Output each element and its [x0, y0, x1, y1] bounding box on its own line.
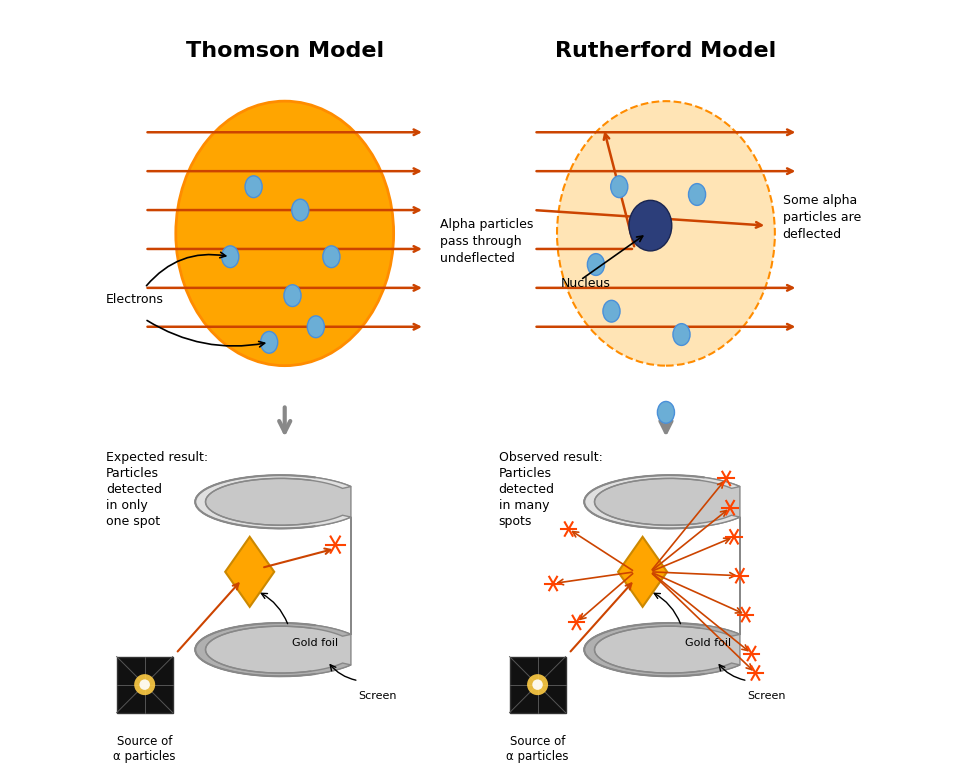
Ellipse shape	[557, 101, 775, 366]
Text: Expected result:
Particles
detected
in only
one spot: Expected result: Particles detected in o…	[106, 451, 207, 528]
Ellipse shape	[245, 176, 262, 198]
Ellipse shape	[689, 184, 705, 205]
Text: Screen: Screen	[748, 691, 786, 701]
Ellipse shape	[175, 101, 393, 366]
Ellipse shape	[673, 324, 690, 345]
Ellipse shape	[222, 246, 239, 268]
Polygon shape	[195, 623, 351, 676]
Polygon shape	[195, 475, 351, 676]
Text: Gold foil: Gold foil	[686, 638, 731, 648]
Polygon shape	[195, 475, 351, 528]
Text: Source of
α particles: Source of α particles	[113, 735, 176, 763]
Text: Electrons: Electrons	[106, 293, 164, 306]
Circle shape	[139, 679, 150, 690]
Ellipse shape	[292, 199, 309, 221]
Bar	[509, 657, 566, 713]
Text: Nucleus: Nucleus	[561, 278, 611, 290]
Text: Observed result:
Particles
detected
in many
spots: Observed result: Particles detected in m…	[499, 451, 603, 528]
Text: Thomson Model: Thomson Model	[186, 40, 384, 61]
Text: Screen: Screen	[358, 691, 397, 701]
Circle shape	[527, 674, 548, 696]
Ellipse shape	[657, 401, 675, 423]
Bar	[117, 657, 172, 713]
Ellipse shape	[629, 201, 672, 251]
Polygon shape	[225, 537, 275, 607]
Text: Some alpha
particles are
deflected: Some alpha particles are deflected	[783, 194, 861, 241]
Polygon shape	[584, 623, 740, 676]
Ellipse shape	[587, 254, 605, 275]
Ellipse shape	[284, 285, 301, 307]
Text: Source of
α particles: Source of α particles	[506, 735, 569, 763]
Ellipse shape	[322, 246, 340, 268]
Text: Alpha particles
pass through
undeflected: Alpha particles pass through undeflected	[440, 218, 534, 265]
Circle shape	[134, 674, 155, 696]
Polygon shape	[584, 475, 740, 528]
Circle shape	[533, 679, 543, 690]
Text: Rutherford Model: Rutherford Model	[555, 40, 776, 61]
Polygon shape	[618, 537, 667, 607]
Polygon shape	[584, 475, 740, 676]
Ellipse shape	[611, 176, 628, 198]
Text: Gold foil: Gold foil	[292, 638, 339, 648]
Ellipse shape	[307, 316, 324, 338]
Ellipse shape	[261, 331, 278, 353]
Ellipse shape	[603, 300, 620, 322]
